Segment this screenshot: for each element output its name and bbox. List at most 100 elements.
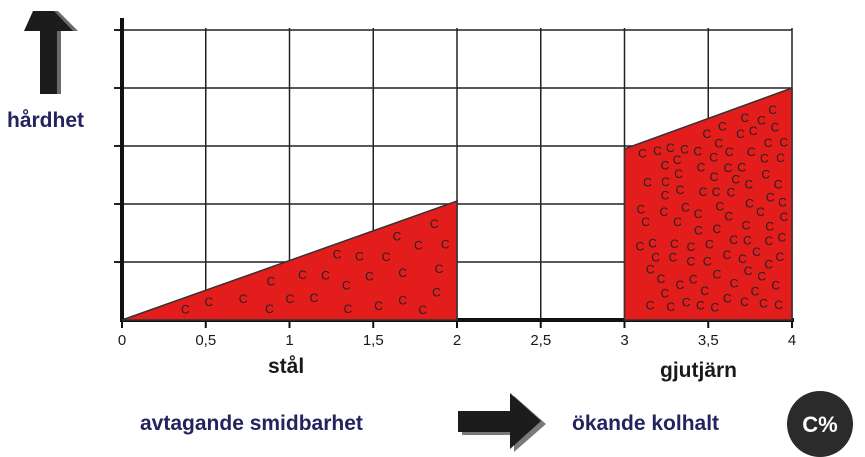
carbon-symbol: C: [760, 151, 769, 165]
carbon-symbol: C: [643, 175, 652, 189]
carbon-symbol: C: [725, 145, 734, 159]
x-tick-label: 3: [620, 332, 628, 349]
carbon-symbol: C: [681, 200, 690, 214]
carbon-symbol: C: [697, 160, 706, 174]
carbon-symbol: C: [694, 224, 703, 238]
carbon-symbol: C: [766, 190, 775, 204]
carbon-symbol: C: [774, 178, 783, 192]
carbon-symbol: C: [756, 205, 765, 219]
carbon-symbol: C: [779, 136, 788, 150]
carbon-symbol: C: [757, 270, 766, 284]
carbon-symbol: C: [749, 124, 758, 138]
carbon-symbol: C: [660, 286, 669, 300]
carbon-symbol: C: [637, 203, 646, 217]
carbon-symbol: C: [673, 215, 682, 229]
x-tick-label: 0,5: [195, 332, 216, 349]
carbon-symbol: C: [710, 170, 719, 184]
carbon-symbol: C: [699, 185, 708, 199]
carbon-symbol: C: [723, 291, 732, 305]
carbon-symbol: C: [727, 185, 736, 199]
carbon-symbol: C: [775, 250, 784, 264]
carbon-symbol: C: [286, 292, 295, 306]
carbon-symbol: C: [757, 113, 766, 127]
carbon-symbol: C: [689, 273, 698, 287]
carbon-symbol: C: [382, 250, 391, 264]
carbon-symbol: C: [712, 185, 721, 199]
right-arrow-icon: [458, 393, 546, 452]
x-tick-label: 1,5: [363, 332, 384, 349]
carbon-symbol: C: [265, 302, 274, 316]
carbon-symbol: C: [743, 234, 752, 248]
carbon-symbol: C: [729, 233, 738, 247]
x-tick-label: 4: [788, 332, 796, 349]
x-tick-label: 3,5: [698, 332, 719, 349]
carbon-symbol: C: [714, 137, 723, 151]
carbon-symbol: C: [740, 111, 749, 125]
carbon-symbol: C: [657, 272, 666, 286]
carbon-symbol: C: [680, 142, 689, 156]
carbon-symbol: C: [694, 207, 703, 221]
carbon-symbol: C: [418, 303, 427, 317]
carbon-symbol: C: [398, 293, 407, 307]
carbon-symbol: C: [673, 153, 682, 167]
carbon-symbol: C: [771, 279, 780, 293]
carbon-symbol: C: [686, 255, 695, 269]
carbon-symbol: C: [740, 295, 749, 309]
x-tick-labels: 0 0,5 1 1,5 2 2,5 3 3,5 4: [118, 332, 796, 349]
carbon-symbol: C: [703, 254, 712, 268]
carbon-symbol: C: [764, 136, 773, 150]
carbon-symbol: C: [736, 127, 745, 141]
carbon-symbol: C: [676, 183, 685, 197]
carbon-symbol: C: [636, 240, 645, 254]
carbon-symbol: C: [181, 303, 190, 317]
carbon-symbol: C: [638, 146, 647, 160]
steel-area: [121, 200, 458, 321]
carbon-symbol: C: [666, 300, 675, 314]
carbon-symbol: C: [712, 222, 721, 236]
carbon-percent-badge: C%: [787, 391, 853, 457]
carbon-symbol: C: [709, 151, 718, 165]
carbon-symbol: C: [333, 248, 342, 262]
carbon-symbol: C: [687, 240, 696, 254]
carbon-symbol: C: [737, 160, 746, 174]
carbon-symbol: C: [777, 231, 786, 245]
carbon-symbol: C: [374, 299, 383, 313]
carbon-symbol: C: [693, 145, 702, 159]
cast-iron-area: [623, 86, 793, 321]
carbon-symbol: C: [310, 291, 319, 305]
carbon-symbol: C: [365, 270, 374, 284]
cast-iron-label: gjutjärn: [660, 359, 737, 382]
carbon-symbol: C: [700, 284, 709, 298]
carbon-symbol: C: [759, 296, 768, 310]
carbon-symbol: C: [239, 292, 248, 306]
carbon-symbol: C: [747, 145, 756, 159]
steel-label: stål: [268, 355, 304, 378]
carbon-symbol: C: [731, 172, 740, 186]
carbon-symbol: C: [780, 210, 789, 224]
carbon-symbol: C: [435, 262, 444, 276]
carbon-symbol: C: [764, 258, 773, 272]
x-tick-label: 2: [453, 332, 461, 349]
x-tick-label: 2,5: [530, 332, 551, 349]
increasing-carbon-label: ökande kolhalt: [572, 412, 719, 435]
x-tick-label: 1: [285, 332, 293, 349]
carbon-symbol: C: [710, 301, 719, 315]
carbon-symbol: C: [724, 209, 733, 223]
carbon-symbol: C: [676, 278, 685, 292]
carbon-symbol: C: [724, 161, 733, 175]
carbon-symbol: C: [744, 178, 753, 192]
carbon-symbol: C: [204, 295, 213, 309]
carbon-symbol: C: [742, 219, 751, 233]
carbon-symbol: C: [653, 144, 662, 158]
carbon-symbol: C: [702, 127, 711, 141]
carbon-symbol: C: [393, 230, 402, 244]
carbon-symbol: C: [776, 151, 785, 165]
carbon-symbol: C: [414, 238, 423, 252]
carbon-symbol: C: [771, 120, 780, 134]
carbon-symbol: C: [666, 141, 675, 155]
carbon-percent-text: C%: [802, 412, 837, 437]
carbon-symbol: C: [661, 158, 670, 172]
carbon-symbol: C: [298, 268, 307, 282]
carbon-symbol: C: [355, 249, 364, 263]
